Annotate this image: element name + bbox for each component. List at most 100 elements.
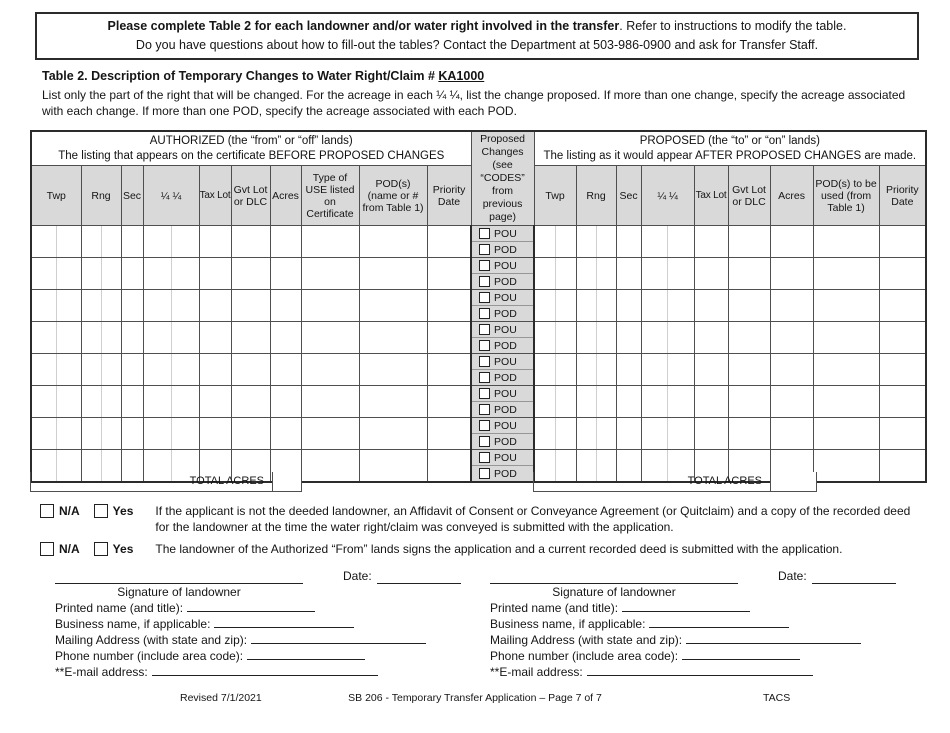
cell-priority[interactable] [426,449,472,483]
cell-sec[interactable] [120,289,144,322]
cell-sec[interactable] [615,449,642,483]
cell-sec[interactable] [120,225,144,258]
pou-checkbox[interactable] [479,260,491,271]
cell-rng[interactable] [575,417,617,450]
cell-quarter[interactable] [142,225,200,258]
cell-quarter[interactable] [640,321,695,354]
cell-twp[interactable] [30,257,82,290]
cell-taxlot[interactable] [693,385,729,418]
mailing-field[interactable] [251,632,427,644]
cell-sec[interactable] [615,321,642,354]
cell-priority[interactable] [426,289,472,322]
cell-pods[interactable] [358,289,428,322]
cell-gvtlot[interactable] [727,353,771,386]
cell-rng[interactable] [575,353,617,386]
cell-gvtlot[interactable] [230,385,271,418]
business-name-field[interactable] [214,616,355,628]
cell-use[interactable] [300,353,360,386]
cell-use[interactable] [300,417,360,450]
cell-quarter[interactable] [640,417,695,450]
cell-acres[interactable] [769,225,814,258]
pod-checkbox[interactable] [479,276,491,287]
cell-sec[interactable] [120,385,144,418]
pou-checkbox[interactable] [479,388,491,399]
cell-gvtlot[interactable] [727,289,771,322]
cell-quarter[interactable] [640,449,695,483]
pod-checkbox[interactable] [479,244,491,255]
pou-option[interactable]: POU [473,355,532,370]
cell-rng[interactable] [575,449,617,483]
cell-pods[interactable] [812,225,880,258]
cell-priority[interactable] [426,353,472,386]
pou-option[interactable]: POU [473,291,532,306]
cell-taxlot[interactable] [693,289,729,322]
cell-priority[interactable] [426,417,472,450]
cell-pods[interactable] [358,385,428,418]
cell-acres[interactable] [269,257,302,290]
cell-taxlot[interactable] [198,289,232,322]
pou-checkbox[interactable] [479,420,491,431]
signature-field[interactable] [55,570,303,584]
cell-rng[interactable] [80,225,122,258]
cell-sec[interactable] [615,353,642,386]
cell-use[interactable] [300,225,360,258]
cell-priority[interactable] [426,257,472,290]
cell-sec[interactable] [615,289,642,322]
cell-taxlot[interactable] [693,225,729,258]
cell-acres[interactable] [769,321,814,354]
pou-option[interactable]: POU [473,227,532,242]
cell-priority[interactable] [878,289,927,322]
cell-quarter[interactable] [142,321,200,354]
cell-sec[interactable] [120,321,144,354]
pod-option[interactable]: POD [473,401,533,417]
yes-checkbox[interactable] [93,504,108,518]
cell-priority[interactable] [426,225,472,258]
cell-pods[interactable] [358,225,428,258]
pod-option[interactable]: POD [473,337,533,353]
cell-twp[interactable] [30,225,82,258]
cell-rng[interactable] [80,449,122,483]
cell-use[interactable] [300,257,360,290]
pou-option[interactable]: POU [473,419,532,434]
cell-sec[interactable] [120,353,144,386]
cell-rng[interactable] [80,417,122,450]
cell-gvtlot[interactable] [727,257,771,290]
cell-taxlot[interactable] [693,353,729,386]
cell-pods[interactable] [812,449,880,483]
cell-pods[interactable] [812,417,880,450]
cell-rng[interactable] [80,353,122,386]
cell-priority[interactable] [878,417,927,450]
cell-acres[interactable] [769,353,814,386]
cell-quarter[interactable] [640,385,695,418]
na-checkbox[interactable] [40,504,54,518]
cell-gvtlot[interactable] [230,417,271,450]
cell-sec[interactable] [615,257,642,290]
pod-checkbox[interactable] [479,372,491,383]
pou-checkbox[interactable] [479,324,491,335]
cell-pods[interactable] [812,289,880,322]
cell-pods[interactable] [812,321,880,354]
cell-use[interactable] [300,289,360,322]
printed-name-field[interactable] [187,600,316,612]
cell-acres[interactable] [769,417,814,450]
cell-pods[interactable] [358,321,428,354]
cell-gvtlot[interactable] [230,225,271,258]
cell-quarter[interactable] [640,257,695,290]
cell-acres[interactable] [269,321,302,354]
cell-gvtlot[interactable] [727,225,771,258]
cell-twp[interactable] [533,257,577,290]
cell-quarter[interactable] [142,289,200,322]
cell-pods[interactable] [812,353,880,386]
cell-taxlot[interactable] [198,225,232,258]
cell-quarter[interactable] [142,257,200,290]
cell-priority[interactable] [878,449,927,483]
cell-rng[interactable] [80,289,122,322]
cell-sec[interactable] [120,257,144,290]
pou-checkbox[interactable] [479,452,491,463]
cell-acres[interactable] [269,225,302,258]
cell-priority[interactable] [878,225,927,258]
pou-checkbox[interactable] [479,228,491,239]
cell-priority[interactable] [878,257,927,290]
cell-priority[interactable] [878,353,927,386]
total-acres-value-left[interactable] [273,472,301,491]
